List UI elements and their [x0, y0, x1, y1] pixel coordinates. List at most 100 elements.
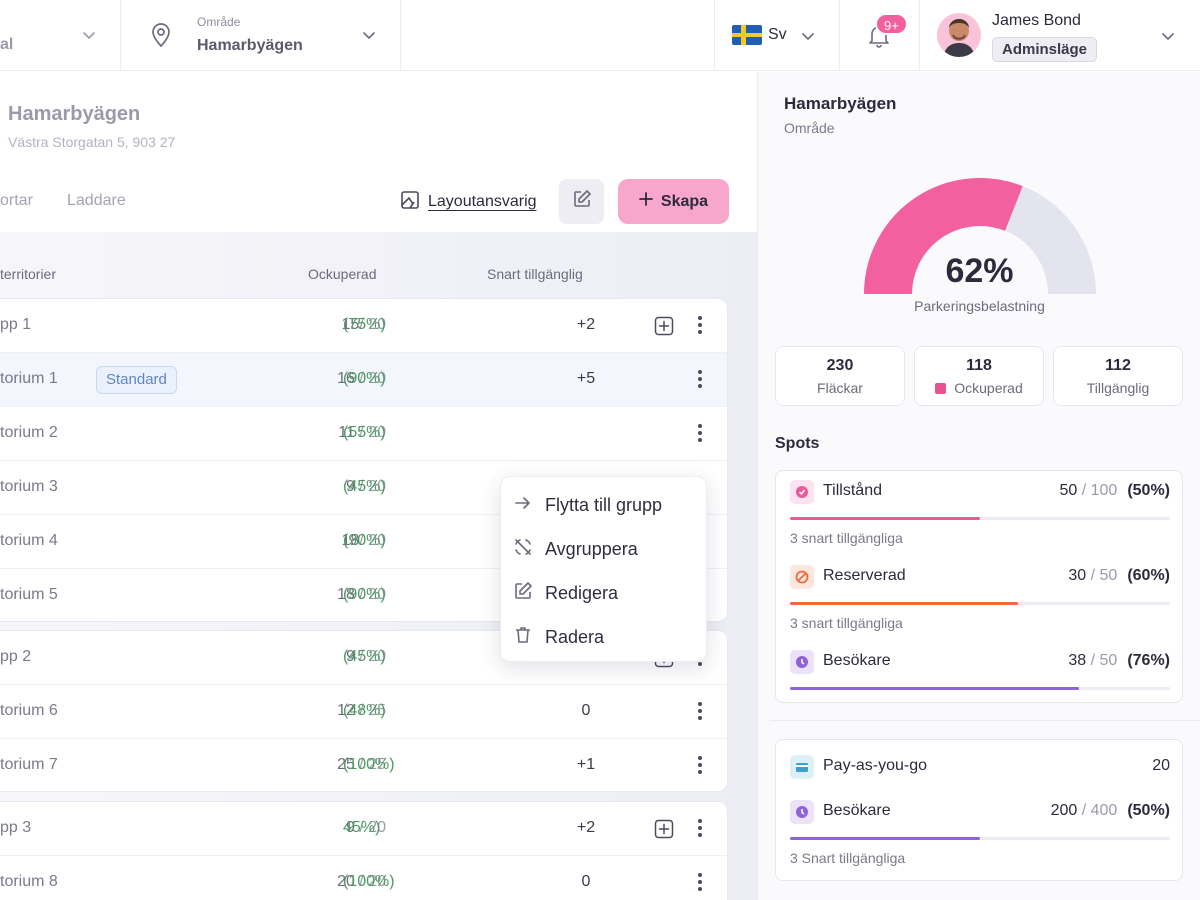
reserved-icon [790, 565, 814, 589]
more-options-icon[interactable] [690, 754, 710, 778]
spot-name: Tillstånd [823, 482, 882, 499]
row-occupied: 18/ 20 [342, 532, 386, 550]
menu-item-move-to-group[interactable]: Flytta till grupp [513, 492, 662, 518]
territory-row[interactable]: torium 6 12 / 25 (48%) 0 [0, 685, 727, 739]
spot-occupied: 30 [1068, 567, 1087, 584]
territory-row[interactable]: torium 4 18/ 20 (90%) [0, 515, 727, 569]
more-options-icon[interactable] [690, 368, 710, 392]
clock-icon [790, 650, 814, 674]
clock-icon [790, 800, 814, 824]
spot-progress-bar [790, 517, 1170, 520]
capacity: / 20 [354, 424, 386, 441]
row-name: pp 1 [0, 316, 32, 333]
spot-percent: (60%) [1127, 567, 1170, 584]
create-button[interactable]: Skapa [618, 179, 729, 224]
row-occupied: 9 / 20 [346, 819, 386, 837]
language-select[interactable]: Sv [715, 0, 839, 71]
spot-name: Besökare [823, 802, 891, 819]
divider [919, 0, 920, 71]
territory-row[interactable]: torium 3 9 / 20 (45%) [0, 461, 727, 515]
menu-item-label: Flytta till grupp [545, 494, 663, 515]
stat-label: Tillgänglig [1086, 380, 1150, 396]
user-name: James Bond [992, 12, 1081, 29]
spot-soon-available: 3 snart tillgängliga [790, 615, 903, 631]
ungroup-icon [513, 537, 533, 562]
more-options-icon[interactable] [690, 422, 710, 446]
row-percent: 45%) [343, 819, 381, 836]
add-to-group-icon[interactable] [654, 316, 674, 341]
more-options-icon[interactable] [690, 314, 710, 338]
row-percent: (45%) [343, 478, 386, 495]
tab-chargers[interactable]: Laddare [67, 192, 126, 209]
area-select[interactable]: Område Hamarbyägen [121, 0, 401, 71]
group-row[interactable]: pp 1 15/ 20 (75%) +2 [0, 299, 727, 353]
more-options-icon[interactable] [690, 871, 710, 895]
occupied-count: 18 [341, 532, 360, 549]
row-percent: (100%) [343, 873, 395, 890]
spot-total: / 50 [1086, 652, 1118, 669]
user-menu[interactable]: James Bond Adminsläge [920, 0, 1200, 71]
main-panel: Hamarbyägen Västra Storgatan 5, 903 27 o… [0, 72, 757, 900]
divider [120, 0, 121, 71]
row-percent: (100%) [343, 756, 395, 773]
spot-value: 50 / 100 (50%) [1059, 482, 1170, 500]
spots-heading: Spots [775, 435, 820, 452]
spot-value: 30 / 50 (60%) [1068, 567, 1170, 585]
capacity: / 20 [354, 586, 386, 603]
territory-row[interactable]: torium 2 11 / 20 (55%) [0, 407, 727, 461]
notification-count-badge: 9+ [875, 13, 908, 35]
layout-icon [400, 190, 420, 215]
trash-icon [513, 625, 533, 650]
spot-name: Pay-as-you-go [823, 757, 928, 774]
row-name: torium 7 [0, 756, 58, 773]
area-value: Hamarbyägen [197, 37, 303, 54]
tab-ports[interactable]: ortar [0, 192, 33, 209]
row-occupied: 9 / 20 [346, 478, 386, 496]
layout-manager-button[interactable]: Layoutansvarig [400, 189, 537, 215]
menu-item-edit[interactable]: Redigera [513, 580, 618, 606]
row-name: torium 6 [0, 702, 58, 719]
occupied-count: 9 [345, 478, 355, 495]
capacity: / 20 [359, 532, 386, 549]
edit-button[interactable] [559, 179, 604, 224]
capacity: / 25 [354, 702, 386, 719]
create-label: Skapa [660, 192, 709, 210]
row-occupied: 20 / 20 [337, 873, 386, 891]
row-soon-available: +2 [576, 316, 596, 333]
spot-value: 20 [1152, 757, 1170, 774]
sweden-flag-icon [732, 25, 762, 45]
spot-progress-bar [790, 687, 1170, 690]
territory-row[interactable]: torium 8 20 / 20 (100%) 0 [0, 856, 727, 900]
spot-percent: (50%) [1127, 802, 1170, 819]
territory-row[interactable]: torium 1 Standard 16 / 20 (90%) +5 [0, 353, 727, 407]
row-percent: (90%) [343, 370, 386, 387]
stat-available: 112 Tillgänglig [1053, 346, 1183, 406]
occupied-count: 11 [338, 424, 355, 441]
territory-row[interactable]: torium 518 / 20(90%)+1 [0, 569, 727, 621]
capacity: / 25 [354, 756, 386, 773]
spot-soon-available: 3 Snart tillgängliga [790, 850, 906, 866]
more-options-icon[interactable] [690, 700, 710, 724]
spot-total: / 400 [1077, 802, 1118, 819]
group-row[interactable]: pp 3 9 / 20 45%) +2 [0, 802, 727, 856]
occupied-count: 16 [337, 370, 355, 387]
menu-item-delete[interactable]: Radera [513, 624, 604, 650]
spot-soon-available: 3 snart tillgängliga [790, 530, 903, 546]
page-address: Västra Storgatan 5, 903 27 [8, 134, 176, 150]
previous-select[interactable]: al [0, 0, 120, 71]
chevron-down-icon [801, 29, 815, 43]
column-header-occupied: Ockuperad [308, 266, 377, 282]
territory-row[interactable]: torium 7 25 / 25 (100%) +1 [0, 739, 727, 791]
row-soon-available: 0 [581, 702, 591, 719]
notifications-button[interactable]: 9+ [840, 0, 919, 71]
previous-select-value: al [0, 36, 14, 53]
menu-item-ungroup[interactable]: Avgruppera [513, 536, 638, 562]
gauge-value: 62% [945, 252, 1014, 290]
add-to-group-icon[interactable] [654, 819, 674, 844]
credit-card-icon [790, 755, 814, 779]
spot-occupied: 38 [1068, 652, 1087, 669]
more-options-icon[interactable] [690, 817, 710, 841]
row-percent: (48%) [343, 702, 386, 719]
